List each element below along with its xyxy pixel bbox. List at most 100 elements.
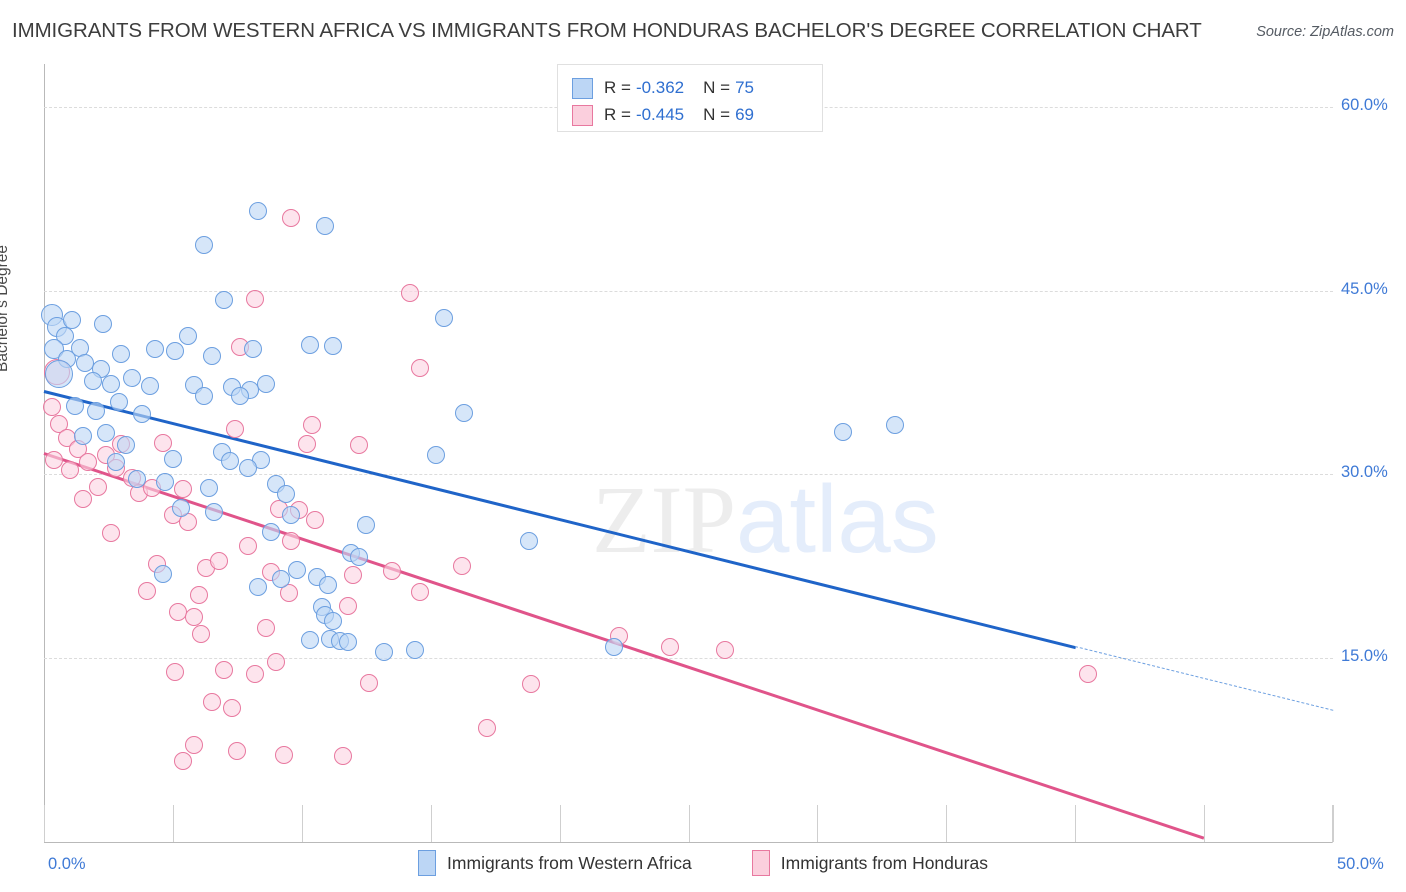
x-axis-tick	[1333, 805, 1334, 842]
gridline	[44, 658, 1333, 660]
scatter-point	[282, 505, 301, 524]
scatter-point	[272, 569, 291, 588]
x-axis-tick	[688, 805, 690, 842]
scatter-point	[238, 536, 257, 555]
scatter-point	[318, 575, 337, 594]
scatter-point	[238, 459, 257, 478]
scatter-point	[267, 652, 286, 671]
x-axis-tick	[172, 805, 174, 842]
scatter-point	[455, 404, 474, 423]
watermark: ZIPatlas	[592, 472, 939, 568]
legend-item-western-africa[interactable]: Immigrants from Western Africa	[418, 850, 692, 876]
scatter-point	[215, 661, 234, 680]
scatter-point	[261, 523, 280, 542]
legend-label-western-africa: Immigrants from Western Africa	[447, 852, 692, 873]
n-value-blue: 75	[735, 78, 754, 97]
scatter-point	[138, 581, 157, 600]
n-label-pink: N =	[703, 105, 731, 124]
x-axis-label-min: 0.0%	[48, 855, 86, 873]
legend-swatch-blue	[572, 77, 593, 99]
y-axis-label: 60.0%	[1341, 95, 1388, 114]
scatter-point	[256, 374, 275, 393]
scatter-point	[42, 398, 61, 417]
scatter-point	[220, 451, 239, 470]
scatter-point	[248, 202, 267, 221]
scatter-point	[406, 640, 425, 659]
r-value-blue: -0.362	[635, 78, 685, 97]
scatter-point	[199, 478, 218, 497]
scatter-point	[153, 433, 172, 452]
scatter-point	[102, 524, 121, 543]
scatter-point	[86, 401, 105, 420]
scatter-point	[519, 531, 538, 550]
scatter-point	[96, 423, 115, 442]
scatter-point	[153, 564, 172, 583]
scatter-point	[339, 596, 358, 615]
scatter-point	[140, 377, 159, 396]
scatter-point	[401, 284, 420, 303]
scatter-point	[300, 335, 319, 354]
scatter-point	[166, 341, 185, 360]
scatter-point	[94, 314, 113, 333]
scatter-point	[192, 624, 211, 643]
scatter-point	[184, 607, 203, 626]
scatter-point	[179, 513, 198, 532]
scatter-point	[179, 326, 198, 345]
trendline-western-africa-extrapolated	[1075, 645, 1334, 711]
scatter-point	[297, 434, 316, 453]
scatter-point	[359, 673, 378, 692]
scatter-point	[349, 436, 368, 455]
scatter-point	[225, 420, 244, 439]
scatter-point	[112, 345, 131, 364]
watermark-atlas: atlas	[736, 466, 939, 573]
scatter-point	[452, 557, 471, 576]
correlation-row-pink: R = -0.445 N = 69	[572, 102, 754, 128]
scatter-point	[174, 480, 193, 499]
scatter-point	[522, 674, 541, 693]
gridline	[44, 474, 1333, 476]
scatter-point	[166, 662, 185, 681]
scatter-point	[316, 216, 334, 235]
scatter-point	[411, 358, 430, 377]
scatter-point	[715, 640, 734, 659]
scatter-point	[102, 374, 121, 393]
source-label: Source: ZipAtlas.com	[1256, 24, 1394, 40]
scatter-point	[434, 308, 453, 327]
r-value-pink: -0.445	[635, 105, 685, 124]
x-axis-tick	[817, 805, 819, 842]
y-axis-label: 15.0%	[1341, 647, 1388, 666]
scatter-point	[65, 396, 84, 415]
scatter-point	[189, 585, 208, 604]
correlation-legend: R = -0.362 N = 75 R = -0.445 N = 69	[557, 64, 823, 132]
scatter-point	[78, 453, 97, 472]
scatter-point	[73, 427, 92, 446]
x-axis-line	[44, 842, 1333, 843]
scatter-point	[230, 387, 249, 406]
scatter-point	[246, 665, 265, 684]
x-axis-tick	[946, 805, 948, 842]
x-axis-tick	[301, 805, 303, 842]
scatter-point	[277, 485, 296, 504]
legend-item-honduras[interactable]: Immigrants from Honduras	[751, 850, 988, 876]
scatter-point	[274, 746, 293, 764]
scatter-point	[117, 436, 136, 455]
x-axis-tick	[430, 805, 432, 842]
scatter-point	[256, 618, 275, 637]
scatter-point	[303, 416, 322, 435]
scatter-point	[89, 477, 108, 496]
scatter-point	[45, 359, 74, 388]
scatter-point	[109, 393, 128, 412]
scatter-point	[323, 612, 342, 631]
scatter-point	[323, 336, 342, 355]
scatter-point	[248, 578, 267, 597]
scatter-point	[107, 453, 126, 472]
legend-swatch-pink	[572, 104, 593, 126]
scatter-point	[1079, 665, 1098, 684]
x-axis-tick	[1075, 805, 1077, 842]
scatter-point	[194, 236, 213, 255]
scatter-point	[411, 583, 430, 602]
r-label-pink: R =	[604, 105, 631, 124]
scatter-point	[282, 531, 301, 550]
scatter-point	[375, 643, 394, 662]
scatter-point	[344, 565, 363, 584]
